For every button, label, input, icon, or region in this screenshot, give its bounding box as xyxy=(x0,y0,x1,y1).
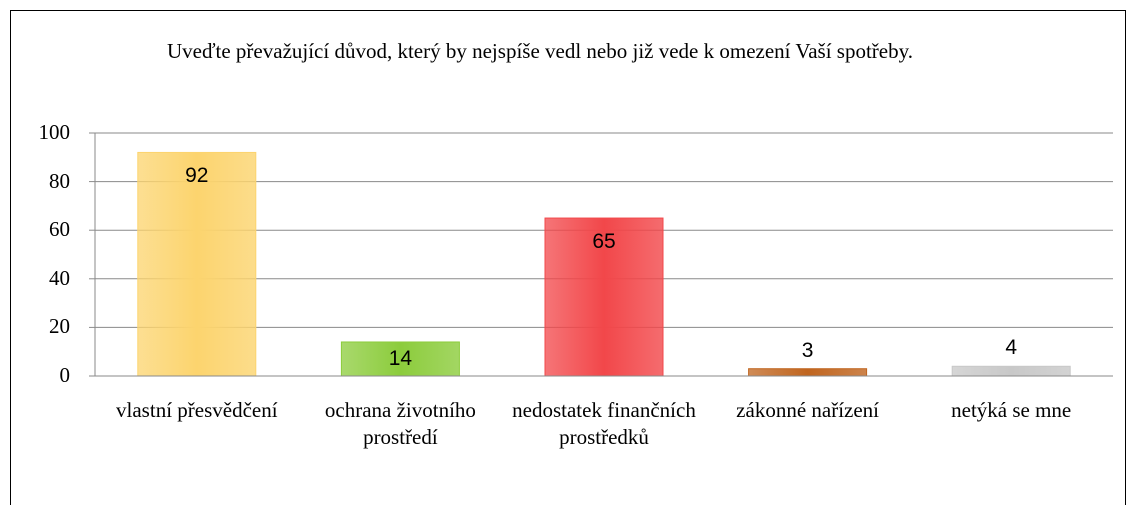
y-tick-label: 20 xyxy=(49,314,70,339)
x-tick-label: zákonné nařízení xyxy=(736,398,880,422)
data-label: 92 xyxy=(185,164,209,188)
x-tick-label: vlastní přesvědčení xyxy=(116,398,278,422)
bar xyxy=(137,151,257,377)
y-tick-label: 80 xyxy=(49,168,70,193)
y-tick-label: 0 xyxy=(59,363,71,387)
x-tick-label: ochrana životního prostředí xyxy=(324,398,476,449)
y-tick-label: 40 xyxy=(49,265,70,290)
chart-frame xyxy=(10,10,1126,505)
chart-title: Uveďte převažující důvod, který by nejsp… xyxy=(166,39,914,63)
data-label: 3 xyxy=(801,338,814,362)
x-tick-label: netýká se mne xyxy=(951,398,1072,422)
y-tick-label: 60 xyxy=(49,217,70,242)
data-label: 4 xyxy=(1005,336,1018,360)
bar xyxy=(544,217,664,377)
data-label: 14 xyxy=(388,346,413,370)
x-tick-label: nedostatek finančních prostředků xyxy=(512,398,696,449)
y-tick-label: 100 xyxy=(38,120,71,144)
data-label: 65 xyxy=(592,230,616,254)
bar xyxy=(951,365,1071,377)
bar xyxy=(748,368,868,377)
bar xyxy=(340,341,460,377)
